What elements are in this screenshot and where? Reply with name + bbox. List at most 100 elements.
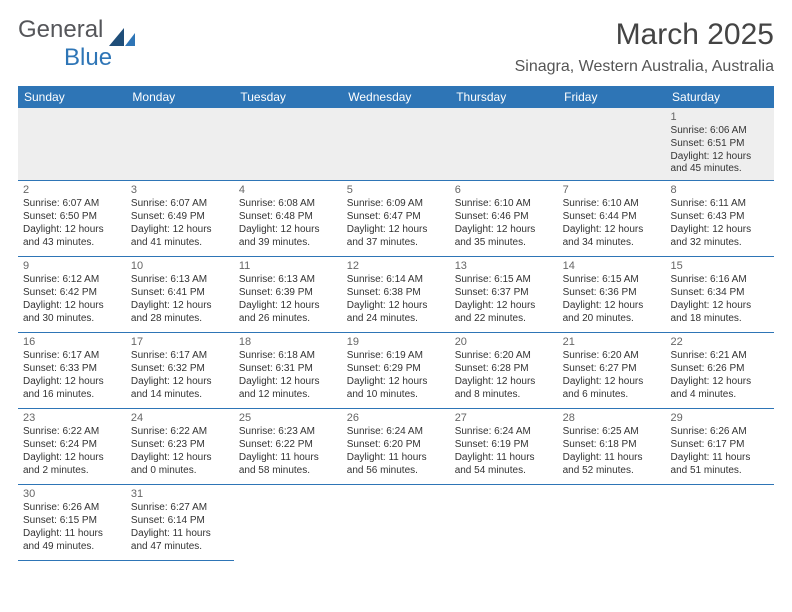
- day-number: 20: [455, 335, 553, 349]
- daylight-text: and 16 minutes.: [23, 389, 121, 402]
- logo-text-blue: Blue: [18, 44, 112, 71]
- daylight-text: Daylight: 12 hours: [239, 376, 337, 389]
- daylight-text: and 54 minutes.: [455, 465, 553, 478]
- daylight-text: Daylight: 12 hours: [23, 300, 121, 313]
- daylight-text: Daylight: 12 hours: [671, 151, 769, 164]
- sunset-text: Sunset: 6:26 PM: [671, 363, 769, 376]
- sunset-text: Sunset: 6:41 PM: [131, 287, 229, 300]
- page-title: March 2025: [515, 18, 774, 52]
- calendar-table: Sunday Monday Tuesday Wednesday Thursday…: [18, 86, 774, 561]
- sunrise-text: Sunrise: 6:27 AM: [131, 502, 229, 515]
- calendar-cell: [234, 108, 342, 181]
- sunset-text: Sunset: 6:31 PM: [239, 363, 337, 376]
- sunrise-text: Sunrise: 6:24 AM: [455, 426, 553, 439]
- calendar-week-row: 16Sunrise: 6:17 AMSunset: 6:33 PMDayligh…: [18, 333, 774, 409]
- daylight-text: and 8 minutes.: [455, 389, 553, 402]
- daylight-text: Daylight: 11 hours: [23, 528, 121, 541]
- day-number: 30: [23, 487, 121, 501]
- calendar-cell: 12Sunrise: 6:14 AMSunset: 6:38 PMDayligh…: [342, 257, 450, 333]
- calendar-cell: 6Sunrise: 6:10 AMSunset: 6:46 PMDaylight…: [450, 181, 558, 257]
- daylight-text: and 37 minutes.: [347, 237, 445, 250]
- sunset-text: Sunset: 6:37 PM: [455, 287, 553, 300]
- daylight-text: Daylight: 12 hours: [23, 376, 121, 389]
- sunrise-text: Sunrise: 6:06 AM: [671, 125, 769, 138]
- daylight-text: and 12 minutes.: [239, 389, 337, 402]
- sunset-text: Sunset: 6:22 PM: [239, 439, 337, 452]
- sunset-text: Sunset: 6:51 PM: [671, 138, 769, 151]
- sunrise-text: Sunrise: 6:26 AM: [671, 426, 769, 439]
- daylight-text: Daylight: 11 hours: [563, 452, 661, 465]
- calendar-cell: 21Sunrise: 6:20 AMSunset: 6:27 PMDayligh…: [558, 333, 666, 409]
- day-number: 6: [455, 183, 553, 197]
- sunset-text: Sunset: 6:14 PM: [131, 515, 229, 528]
- sunrise-text: Sunrise: 6:24 AM: [347, 426, 445, 439]
- sunrise-text: Sunrise: 6:26 AM: [23, 502, 121, 515]
- sunrise-text: Sunrise: 6:22 AM: [23, 426, 121, 439]
- daylight-text: Daylight: 12 hours: [347, 224, 445, 237]
- day-number: 31: [131, 487, 229, 501]
- calendar-week-row: 2Sunrise: 6:07 AMSunset: 6:50 PMDaylight…: [18, 181, 774, 257]
- calendar-cell: [342, 108, 450, 181]
- sunrise-text: Sunrise: 6:07 AM: [23, 198, 121, 211]
- weekday-header: Thursday: [450, 86, 558, 108]
- calendar-cell: [450, 485, 558, 561]
- daylight-text: Daylight: 12 hours: [563, 224, 661, 237]
- logo: General Blue: [18, 18, 135, 70]
- sunset-text: Sunset: 6:36 PM: [563, 287, 661, 300]
- daylight-text: and 0 minutes.: [131, 465, 229, 478]
- daylight-text: Daylight: 12 hours: [671, 376, 769, 389]
- weekday-header: Saturday: [666, 86, 774, 108]
- daylight-text: Daylight: 12 hours: [347, 376, 445, 389]
- sunrise-text: Sunrise: 6:15 AM: [455, 274, 553, 287]
- calendar-week-row: 9Sunrise: 6:12 AMSunset: 6:42 PMDaylight…: [18, 257, 774, 333]
- calendar-cell: 26Sunrise: 6:24 AMSunset: 6:20 PMDayligh…: [342, 409, 450, 485]
- sunrise-text: Sunrise: 6:10 AM: [455, 198, 553, 211]
- calendar-cell: 17Sunrise: 6:17 AMSunset: 6:32 PMDayligh…: [126, 333, 234, 409]
- sunrise-text: Sunrise: 6:19 AM: [347, 350, 445, 363]
- calendar-cell: [558, 108, 666, 181]
- title-box: March 2025 Sinagra, Western Australia, A…: [515, 18, 774, 76]
- calendar-cell: 14Sunrise: 6:15 AMSunset: 6:36 PMDayligh…: [558, 257, 666, 333]
- sunset-text: Sunset: 6:20 PM: [347, 439, 445, 452]
- sunset-text: Sunset: 6:17 PM: [671, 439, 769, 452]
- day-number: 12: [347, 259, 445, 273]
- sunrise-text: Sunrise: 6:11 AM: [671, 198, 769, 211]
- day-number: 10: [131, 259, 229, 273]
- logo-text-general: General: [18, 16, 103, 43]
- sunrise-text: Sunrise: 6:10 AM: [563, 198, 661, 211]
- sunset-text: Sunset: 6:47 PM: [347, 211, 445, 224]
- calendar-cell: [18, 108, 126, 181]
- day-number: 1: [671, 110, 769, 124]
- calendar-cell: 2Sunrise: 6:07 AMSunset: 6:50 PMDaylight…: [18, 181, 126, 257]
- calendar-cell: [666, 485, 774, 561]
- sunrise-text: Sunrise: 6:25 AM: [563, 426, 661, 439]
- daylight-text: Daylight: 12 hours: [131, 452, 229, 465]
- sunrise-text: Sunrise: 6:15 AM: [563, 274, 661, 287]
- daylight-text: Daylight: 12 hours: [239, 224, 337, 237]
- calendar-week-row: 1Sunrise: 6:06 AMSunset: 6:51 PMDaylight…: [18, 108, 774, 181]
- sunset-text: Sunset: 6:34 PM: [671, 287, 769, 300]
- daylight-text: Daylight: 12 hours: [131, 300, 229, 313]
- calendar-cell: 9Sunrise: 6:12 AMSunset: 6:42 PMDaylight…: [18, 257, 126, 333]
- sunset-text: Sunset: 6:49 PM: [131, 211, 229, 224]
- weekday-header: Sunday: [18, 86, 126, 108]
- day-number: 22: [671, 335, 769, 349]
- sunset-text: Sunset: 6:33 PM: [23, 363, 121, 376]
- day-number: 28: [563, 411, 661, 425]
- sunrise-text: Sunrise: 6:17 AM: [131, 350, 229, 363]
- calendar-cell: 11Sunrise: 6:13 AMSunset: 6:39 PMDayligh…: [234, 257, 342, 333]
- day-number: 9: [23, 259, 121, 273]
- daylight-text: and 43 minutes.: [23, 237, 121, 250]
- daylight-text: Daylight: 12 hours: [455, 300, 553, 313]
- calendar-cell: 23Sunrise: 6:22 AMSunset: 6:24 PMDayligh…: [18, 409, 126, 485]
- daylight-text: and 20 minutes.: [563, 313, 661, 326]
- daylight-text: and 10 minutes.: [347, 389, 445, 402]
- daylight-text: and 47 minutes.: [131, 541, 229, 554]
- sunset-text: Sunset: 6:27 PM: [563, 363, 661, 376]
- sunrise-text: Sunrise: 6:20 AM: [455, 350, 553, 363]
- sunrise-text: Sunrise: 6:14 AM: [347, 274, 445, 287]
- daylight-text: Daylight: 11 hours: [239, 452, 337, 465]
- day-number: 13: [455, 259, 553, 273]
- daylight-text: and 22 minutes.: [455, 313, 553, 326]
- calendar-cell: [342, 485, 450, 561]
